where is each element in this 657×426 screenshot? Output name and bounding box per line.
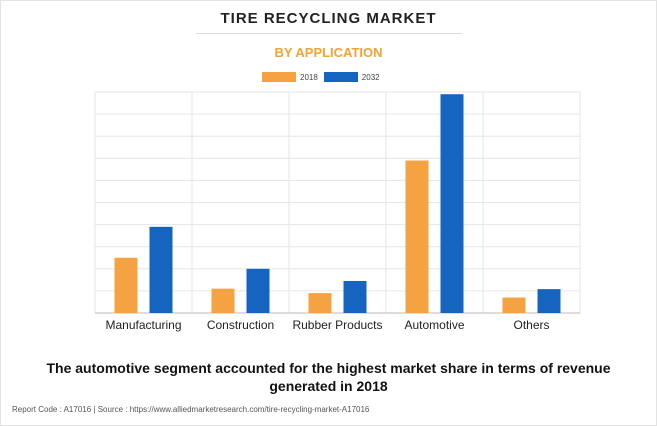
title-divider [196,33,462,34]
legend-swatch-2032 [323,72,358,82]
legend-label-2018: 2018 [300,72,318,82]
legend: 2018 2032 [262,72,386,82]
footer: Report Code : A17016 | Source : https://… [12,405,369,414]
x-tick-label: Others [513,318,549,332]
bar-2032-others [537,289,561,313]
bar-2032-construction [246,268,270,313]
footer-separator: | [93,405,96,414]
legend-item-2032: 2032 [323,72,380,82]
chart-caption: The automotive segment accounted for the… [46,360,611,394]
chart-title: TIRE RECYCLING MARKET [220,10,437,27]
x-tick-label: Construction [207,318,274,332]
bar-2032-manufacturing [149,226,173,313]
bar-2032-automotive [440,94,464,314]
bar-2018-manufacturing [114,257,138,313]
legend-swatch-2018 [262,72,296,82]
x-tick-label: Automotive [404,318,464,332]
bar-2032-rubber-products [343,280,367,313]
source-link[interactable]: Source : https://www.alliedmarketresearc… [97,405,370,414]
legend-item-2018: 2018 [262,72,318,82]
report-code: Report Code : A17016 [12,405,92,414]
bar-2018-automotive [405,160,429,313]
bar-2018-construction [211,288,235,313]
x-tick-label: Manufacturing [105,318,181,332]
chart-subtitle: BY APPLICATION [274,45,383,60]
bar-2018-rubber-products [308,293,332,313]
bar-2018-others [502,297,526,313]
x-tick-label: Rubber Products [292,318,382,332]
legend-label-2032: 2032 [361,72,380,82]
